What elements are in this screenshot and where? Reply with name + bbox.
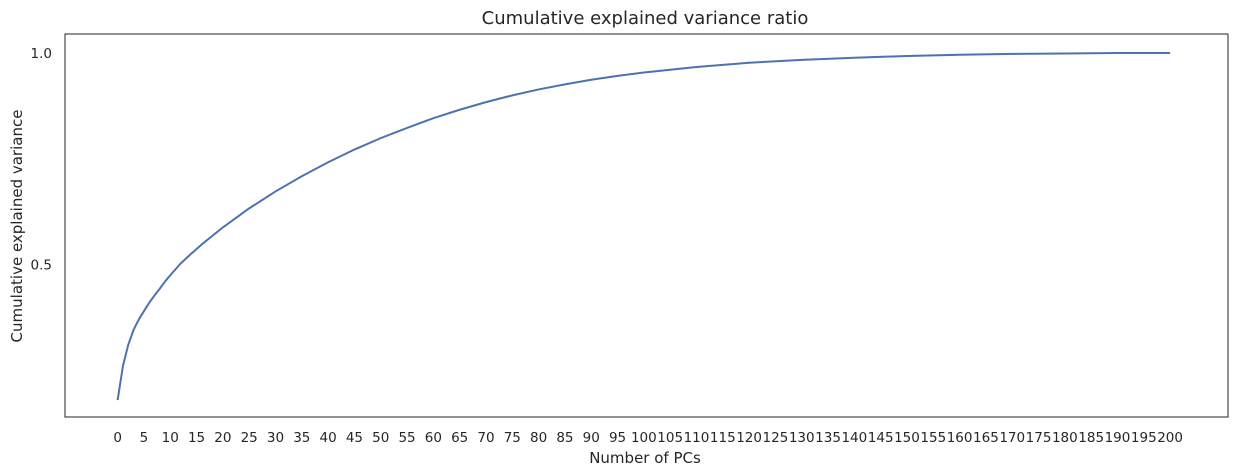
x-tick-label: 150 — [894, 430, 920, 446]
x-tick-labels: 0 5 10 15 20 25 30 35 40 45 50 55 60 65 70 75 80 85 90 95 10… — [113, 430, 1183, 446]
x-tick-label: 155 — [920, 430, 946, 446]
x-tick-label: 145 — [868, 430, 894, 446]
x-tick-label: 85 — [556, 430, 573, 446]
x-tick-label: 0 — [113, 430, 122, 446]
x-axis-label: Number of PCs — [589, 449, 701, 467]
x-tick-label: 160 — [947, 430, 973, 446]
x-tick-label: 45 — [346, 430, 363, 446]
chart-title: Cumulative explained variance ratio — [482, 8, 809, 29]
x-tick-label: 110 — [684, 430, 710, 446]
x-tick-label: 35 — [293, 430, 310, 446]
cumulative-variance-line — [116, 52, 1171, 401]
x-tick-label: 120 — [736, 430, 762, 446]
series-layer — [116, 52, 1171, 401]
x-tick-label: 200 — [1157, 430, 1183, 446]
x-tick-label: 115 — [710, 430, 736, 446]
x-tick-label: 190 — [1105, 430, 1131, 446]
x-tick-label: 5 — [140, 430, 149, 446]
x-tick-label: 185 — [1078, 430, 1104, 446]
x-tick-label: 135 — [815, 430, 841, 446]
x-tick-label: 180 — [1052, 430, 1078, 446]
x-tick-label: 25 — [241, 430, 258, 446]
x-tick-label: 55 — [398, 430, 415, 446]
x-tick-label: 80 — [530, 430, 547, 446]
x-tick-label: 90 — [583, 430, 600, 446]
x-tick-label: 70 — [477, 430, 494, 446]
y-axis-label: Cumulative explained variance — [8, 110, 26, 343]
x-tick-label: 100 — [631, 430, 657, 446]
x-tick-label: 165 — [973, 430, 999, 446]
x-tick-label: 170 — [999, 430, 1025, 446]
x-tick-label: 60 — [425, 430, 442, 446]
x-tick-label: 105 — [657, 430, 683, 446]
y-tick-labels: 0.5 1.0 — [31, 46, 52, 274]
x-tick-label: 130 — [789, 430, 815, 446]
x-tick-label: 125 — [763, 430, 789, 446]
x-tick-label: 50 — [372, 430, 389, 446]
x-tick-label: 140 — [841, 430, 867, 446]
y-tick-label: 1.0 — [31, 46, 52, 62]
x-tick-label: 10 — [162, 430, 179, 446]
x-tick-label: 75 — [504, 430, 521, 446]
x-tick-label: 195 — [1131, 430, 1157, 446]
x-tick-label: 30 — [267, 430, 284, 446]
x-tick-label: 20 — [214, 430, 231, 446]
x-tick-label: 65 — [451, 430, 468, 446]
x-tick-label: 175 — [1026, 430, 1052, 446]
y-tick-label: 0.5 — [31, 258, 52, 274]
x-tick-label: 95 — [609, 430, 626, 446]
plot-frame — [64, 33, 1229, 418]
x-tick-label: 15 — [188, 430, 205, 446]
x-tick-label: 40 — [320, 430, 337, 446]
